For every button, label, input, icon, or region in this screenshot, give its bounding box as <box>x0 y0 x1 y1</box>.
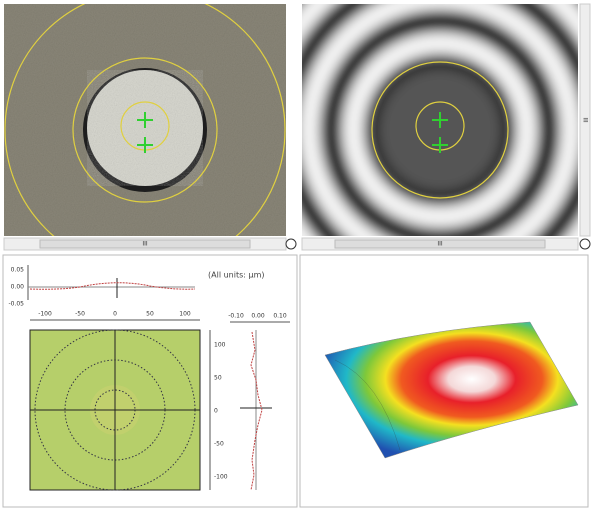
surface-plot <box>324 321 579 459</box>
scroll-thumb[interactable] <box>334 239 546 249</box>
tick-label: 100 <box>179 311 191 318</box>
scroll-thumb[interactable] <box>39 239 251 249</box>
tick-label: -0.05 <box>8 301 24 308</box>
tick-label: 100 <box>214 342 226 349</box>
scroll-grip: III <box>582 117 589 123</box>
tick-label: -50 <box>75 311 85 318</box>
tick-label: -50 <box>214 441 224 448</box>
profile-curve <box>29 282 196 290</box>
tick-label: 0.05 <box>11 267 25 274</box>
fringe-view <box>302 4 578 236</box>
v-scrollbar[interactable] <box>579 3 591 237</box>
tick-label: 50 <box>146 311 154 318</box>
tick-label: 0 <box>214 408 218 415</box>
scroll-grip: III <box>142 241 148 248</box>
tick-label: 50 <box>214 375 222 382</box>
tick-label: -0.10 <box>228 313 244 320</box>
tick-label: 0.00 <box>11 284 25 291</box>
tick-label: 0 <box>113 311 117 318</box>
tick-label: -100 <box>38 311 52 318</box>
intensity-view <box>4 4 286 236</box>
zoom-button[interactable] <box>285 238 297 250</box>
tick-label: 0.00 <box>251 313 265 320</box>
fringe-core <box>378 68 502 192</box>
scroll-grip: III <box>437 241 443 248</box>
units-note: (All units: µm) <box>208 271 265 280</box>
tick-label: 0.10 <box>273 313 287 320</box>
profile-curve <box>250 331 263 491</box>
zoom-button[interactable] <box>579 238 591 250</box>
tick-label: -100 <box>214 474 228 481</box>
